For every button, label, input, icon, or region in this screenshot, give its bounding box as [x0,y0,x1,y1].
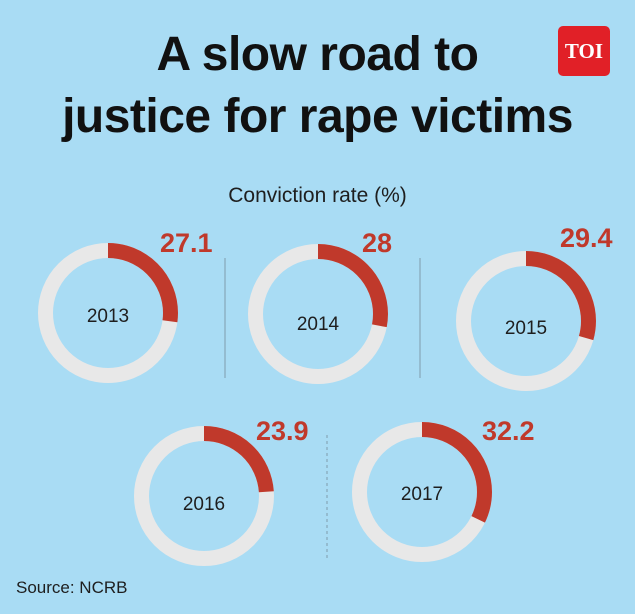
chart-subtitle: Conviction rate (%) [228,184,407,207]
donut-value-2015: 29.4 [560,223,613,253]
donut-value-2016: 23.9 [256,416,309,446]
donut-2013: 2013 27.1 [38,228,213,383]
page-title: A slow road to justice for rape victims [0,24,635,148]
source-note: Source: NCRB [16,578,128,597]
title-line-2: justice for rape victims [62,90,573,143]
donut-segment-2014 [248,244,388,384]
donut-segment-2016 [134,426,274,566]
donut-value-2013: 27.1 [160,228,213,258]
donut-year-2015: 2015 [505,318,547,339]
donut-segment-2015 [456,251,596,391]
donut-2015: 2015 29.4 [456,223,613,391]
donut-year-2013: 2013 [87,306,129,327]
donut-year-2016: 2016 [183,494,225,515]
logo-text: TOI [564,38,604,63]
donut-year-2014: 2014 [297,314,340,335]
donut-segment-2013 [38,243,178,383]
donut-2017: 2017 32.2 [352,416,535,562]
title-line-1: A slow road to [156,28,479,81]
donut-year-2017: 2017 [401,484,443,505]
donut-segment-2017 [352,422,492,562]
toi-logo: TOI [558,26,610,76]
donut-value-2014: 28 [362,228,392,258]
donut-2016: 2016 23.9 [134,416,309,566]
donut-2014: 2014 28 [248,228,392,384]
donut-value-2017: 32.2 [482,416,535,446]
